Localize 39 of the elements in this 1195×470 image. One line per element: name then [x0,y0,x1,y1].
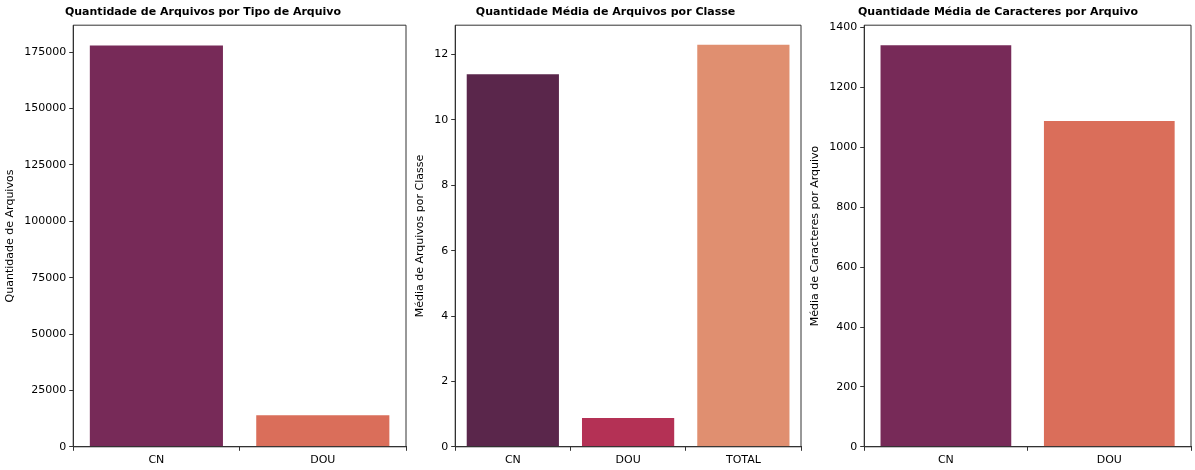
y-tick-label: 200 [836,379,858,393]
y-tick-label: 6 [441,243,449,257]
y-tick-label: 150000 [24,101,67,115]
y-tick-label: 75000 [31,270,67,284]
y-tick-label: 50000 [31,326,67,340]
y-tick-label: 0 [850,439,858,453]
y-tick-label: 175000 [24,45,67,59]
y-tick-label: 1000 [829,140,858,154]
y-axis-title: Média de Caracteres por Arquivo [808,145,822,327]
y-tick-label: 800 [836,200,858,214]
y-tick-label: 0 [59,439,67,453]
y-tick-label: 400 [836,319,858,333]
chart-title: Quantidade de Arquivos por Tipo de Arquivo [64,5,342,19]
y-tick-label: 8 [441,178,449,192]
x-tick-label: DOU [1096,453,1122,467]
y-tick-label: 25000 [31,383,67,397]
y-tick-label: 100000 [24,214,67,228]
y-tick-label: 600 [836,260,858,273]
y-axis-title: Quantidade de Arquivos [3,169,17,303]
bar [466,74,559,447]
x-tick-label: TOTAL [724,453,762,467]
y-tick-label: 12 [434,47,449,61]
y-tick-label: 2 [441,374,449,388]
y-axis-title: Média de Arquivos por Classe [413,154,427,318]
x-tick-label: DOU [615,453,641,467]
x-tick-label: CN [937,453,954,467]
chart-title: Quantidade Média de Caracteres por Arquivo [857,5,1139,19]
y-tick-label: 1400 [829,20,858,34]
x-tick-label: CN [148,453,165,467]
y-tick-label: 1200 [829,80,858,94]
bar [697,44,790,447]
x-tick-label: DOU [310,453,336,467]
x-tick-label: CN [504,453,521,467]
y-tick-label: 125000 [24,157,67,171]
y-tick-label: 10 [434,112,449,126]
bar [581,418,675,447]
y-tick-label: 4 [441,308,449,322]
y-tick-label: 0 [441,439,449,453]
chart-title: Quantidade Média de Arquivos por Classe [475,5,736,19]
